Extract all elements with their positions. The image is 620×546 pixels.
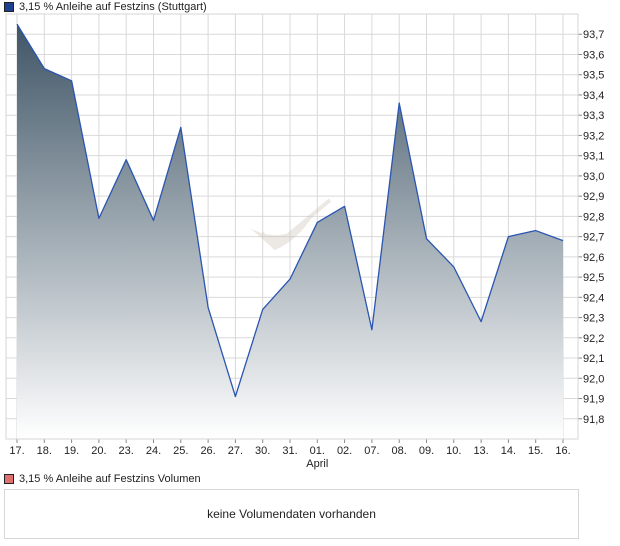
- y-tick-label: 92,6: [583, 252, 604, 264]
- y-tick-label: 91,9: [583, 394, 604, 406]
- x-tick-label: 02.: [337, 445, 352, 457]
- x-tick-label: 24.: [146, 445, 161, 457]
- x-tick-label: 14.: [501, 445, 516, 457]
- price-legend-swatch: [4, 2, 14, 12]
- price-chart: 91,8 91,9 92,0 92,1 92,2 92,3 92,4 92,5 92,6 92,7…: [5, 13, 604, 470]
- volume-legend-swatch: [4, 474, 14, 484]
- y-tick-label: 92,2: [583, 333, 604, 345]
- x-axis-ticks: 17. 18. 19. 20. 23. 24. 25. 26. 27. 30. 31. 01. 02. 0…: [9, 439, 571, 470]
- x-tick-label: 08.: [392, 445, 407, 457]
- x-tick-label: 13.: [473, 445, 488, 457]
- y-tick-label: 93,7: [583, 29, 604, 41]
- x-tick-label: 09.: [419, 445, 434, 457]
- x-tick-label: 20.: [91, 445, 106, 457]
- x-tick-label: 15.: [528, 445, 543, 457]
- x-tick-label: 23.: [119, 445, 134, 457]
- volume-legend-label: 3,15 % Anleihe auf Festzins Volumen: [19, 473, 201, 485]
- area-fill: [17, 24, 563, 440]
- x-tick-label: 17.: [9, 445, 24, 457]
- y-axis-ticks: 91,8 91,9 92,0 92,1 92,2 92,3 92,4 92,5 92,6 92,7…: [578, 29, 604, 426]
- plot-frame: [5, 13, 579, 440]
- x-tick-label: 27.: [228, 445, 243, 457]
- y-tick-label: 92,1: [583, 353, 604, 365]
- x-tick-label: 30.: [255, 445, 270, 457]
- x-tick-label: 07.: [364, 445, 379, 457]
- x-tick-label: 19.: [64, 445, 79, 457]
- x-tick-label: 26.: [200, 445, 215, 457]
- y-tick-label: 92,7: [583, 232, 604, 244]
- x-tick-label: 01.: [310, 445, 325, 457]
- x-tick-label: 25.: [173, 445, 188, 457]
- x-tick-label: 31.: [282, 445, 297, 457]
- volume-legend: 3,15 % Anleihe auf Festzins Volumen: [4, 472, 201, 486]
- y-tick-label: 92,0: [583, 373, 604, 385]
- y-tick-label: 93,6: [583, 49, 604, 61]
- y-tick-label: 91,8: [583, 414, 604, 426]
- x-month-label: April: [306, 458, 328, 470]
- price-legend: 3,15 % Anleihe auf Festzins (Stuttgart): [4, 0, 207, 14]
- y-tick-label: 93,1: [583, 151, 604, 163]
- y-tick-label: 93,5: [583, 70, 604, 82]
- y-tick-label: 92,4: [583, 292, 604, 304]
- volume-panel: keine Volumendaten vorhanden: [4, 489, 579, 539]
- y-tick-label: 92,8: [583, 211, 604, 223]
- y-tick-label: 93,4: [583, 90, 604, 102]
- volume-empty-message: keine Volumendaten vorhanden: [207, 507, 376, 521]
- y-tick-label: 92,5: [583, 272, 604, 284]
- y-tick-label: 92,3: [583, 313, 604, 325]
- x-tick-label: 16.: [555, 445, 570, 457]
- y-tick-label: 92,9: [583, 191, 604, 203]
- y-tick-label: 93,0: [583, 171, 604, 183]
- x-tick-label: 18.: [37, 445, 52, 457]
- y-tick-label: 93,2: [583, 130, 604, 142]
- price-area: [16, 23, 564, 440]
- watermark-logo: [250, 198, 332, 250]
- price-legend-label: 3,15 % Anleihe auf Festzins (Stuttgart): [19, 1, 207, 13]
- y-tick-label: 93,3: [583, 110, 604, 122]
- x-tick-label: 10.: [446, 445, 461, 457]
